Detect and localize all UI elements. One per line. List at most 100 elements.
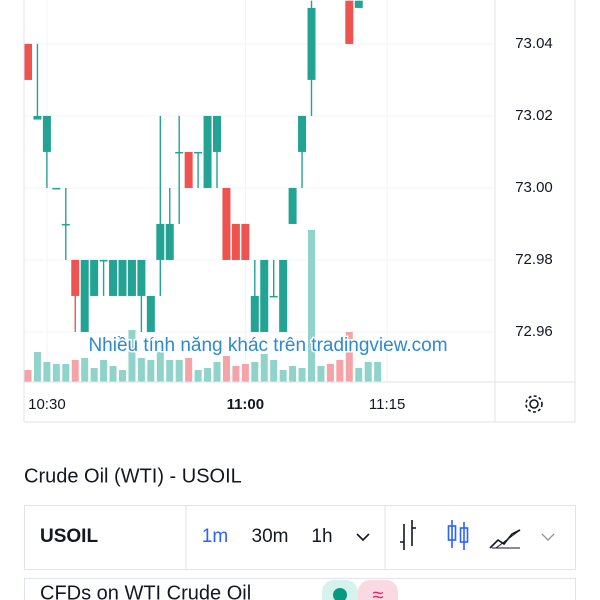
volume-bar — [222, 356, 230, 382]
description: CFDs on WTI Crude Oil — [40, 582, 251, 600]
volume-bar — [90, 368, 98, 382]
volume-bar — [326, 364, 334, 382]
candle-body — [146, 295, 155, 332]
candle-body — [24, 43, 32, 80]
toolbar — [24, 505, 576, 570]
x-tick-label: 10:30 — [28, 396, 66, 413]
frame — [23, 0, 576, 423]
candle-body — [156, 223, 165, 260]
volume-bar — [270, 360, 278, 382]
volume-bar — [119, 370, 126, 382]
volume-bar — [317, 366, 325, 382]
candle-body — [109, 259, 118, 296]
watermark[interactable]: Nhiều tính năng khác trên tradingview.co… — [87, 334, 449, 358]
volume-bar — [166, 360, 174, 382]
interval-button[interactable]: 1h — [311, 526, 332, 547]
candle-body — [260, 259, 269, 332]
volume-pane — [24, 230, 382, 382]
volume-bar — [336, 360, 344, 382]
candle-body — [288, 187, 297, 224]
description-box — [24, 578, 576, 600]
volume-bar — [109, 366, 117, 382]
candle-body — [354, 0, 363, 8]
badge[interactable] — [358, 580, 398, 600]
candle-body — [213, 115, 221, 152]
intervals: 1m 30m 1h — [202, 526, 333, 547]
volume-bar — [251, 362, 259, 382]
symbol[interactable]: USOIL — [40, 526, 98, 547]
volume-bar — [81, 358, 89, 382]
volume-bar — [298, 368, 306, 382]
settings-icon[interactable] — [525, 395, 543, 413]
interval-button[interactable]: 30m — [252, 526, 289, 547]
volume-bar — [194, 370, 202, 382]
x-tick-label: 11:15 — [369, 396, 405, 413]
axis-labels: 72.96 72.98 73.00 73.02 73.04 10:30 11:00 11:15 — [28, 35, 553, 413]
instrument-title: Crude Oil (WTI) - USOIL — [24, 465, 242, 487]
volume-bar — [204, 368, 212, 382]
volume-bar — [364, 362, 372, 382]
candle-body — [61, 223, 70, 226]
interval-button[interactable]: 1m — [202, 526, 228, 547]
volume-bar — [279, 370, 287, 382]
y-tick-label: 73.02 — [515, 107, 553, 124]
candle-body — [33, 115, 42, 120]
volume-bar — [308, 230, 315, 382]
candle-body — [279, 259, 288, 332]
candle-body — [203, 115, 212, 188]
badge-icon: ≈ — [373, 584, 384, 600]
volume-bar — [156, 352, 164, 382]
y-tick-label: 73.00 — [515, 179, 553, 196]
grid — [24, 0, 495, 382]
candle-body — [222, 187, 231, 260]
candle-body — [231, 223, 240, 260]
candle-body — [298, 115, 307, 152]
style-menu[interactable] — [541, 533, 555, 541]
y-tick-label: 72.98 — [515, 251, 553, 268]
candle-body — [137, 259, 146, 296]
volume-bar — [24, 370, 32, 382]
volume-bar — [374, 362, 382, 382]
candle-body — [250, 295, 259, 332]
candle-pane — [24, 0, 363, 332]
volume-bar — [43, 362, 51, 382]
interval-menu[interactable] — [356, 533, 370, 542]
candle-body — [90, 259, 99, 296]
candle-body — [80, 259, 89, 332]
x-tick-label: 11:00 — [227, 396, 265, 413]
volume-bar — [52, 364, 60, 382]
volume-bar — [185, 358, 193, 382]
volume-bar — [137, 358, 145, 382]
volume-bar — [355, 368, 363, 382]
y-tick-label: 73.04 — [515, 35, 553, 52]
y-tick-label: 72.96 — [515, 323, 553, 340]
bar-style-icon[interactable] — [400, 520, 416, 550]
volume-bar — [33, 352, 41, 382]
candle-body — [241, 223, 250, 260]
volume-bar — [260, 354, 268, 382]
volume-bar — [345, 332, 353, 382]
candle-body — [165, 223, 174, 260]
volume-bar — [232, 366, 240, 382]
candle-body — [194, 151, 203, 154]
candle-body — [184, 151, 193, 188]
candle-body — [71, 259, 80, 296]
candle-body — [269, 295, 278, 298]
candle-style-icon[interactable] — [447, 520, 469, 550]
volume-bar — [100, 360, 108, 382]
volume-bar — [62, 364, 70, 382]
volume-bar — [147, 360, 155, 382]
volume-bar — [71, 360, 79, 382]
area-style-icon[interactable] — [489, 529, 521, 549]
badge-dot — [333, 588, 347, 600]
candle-body — [307, 7, 316, 80]
candle-body — [52, 187, 61, 190]
candle-body — [175, 151, 184, 154]
volume-bar — [213, 362, 221, 382]
volume-bar — [289, 366, 297, 382]
volume-bar — [175, 360, 183, 382]
volume-bar — [128, 330, 136, 382]
candle-body — [42, 115, 51, 152]
